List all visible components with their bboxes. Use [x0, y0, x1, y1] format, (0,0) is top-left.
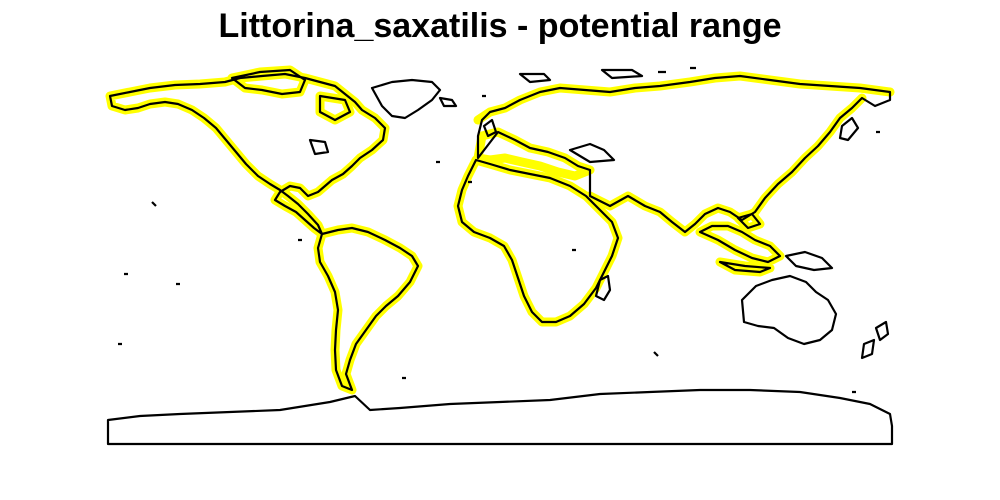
range-south-asia: [585, 93, 867, 237]
outline-eurasia: [476, 74, 892, 234]
outline-antarctica: [106, 388, 894, 446]
map-title: Littorina_saxatilis - potential range: [218, 7, 782, 45]
outline-indonesia: [698, 212, 782, 274]
outline-australia: [740, 274, 838, 346]
range-africa: [453, 155, 623, 327]
outline-madagascar: [594, 274, 612, 302]
outline-small-islands: [118, 66, 880, 394]
outline-africa: [456, 158, 620, 324]
outline-north-america: [108, 72, 387, 236]
potential-range-layer: [105, 65, 895, 395]
outline-south-america: [316, 226, 420, 392]
outline-british-isles: [482, 118, 498, 138]
outline-new-guinea: [784, 250, 834, 272]
outline-japan: [838, 116, 860, 142]
outline-greenland: [370, 78, 442, 120]
range-south-america: [313, 223, 423, 395]
coastline-layer: [106, 66, 894, 446]
outline-new-zealand: [860, 320, 890, 360]
range-indonesia: [695, 209, 785, 277]
outline-arctic-islands: [230, 68, 352, 156]
